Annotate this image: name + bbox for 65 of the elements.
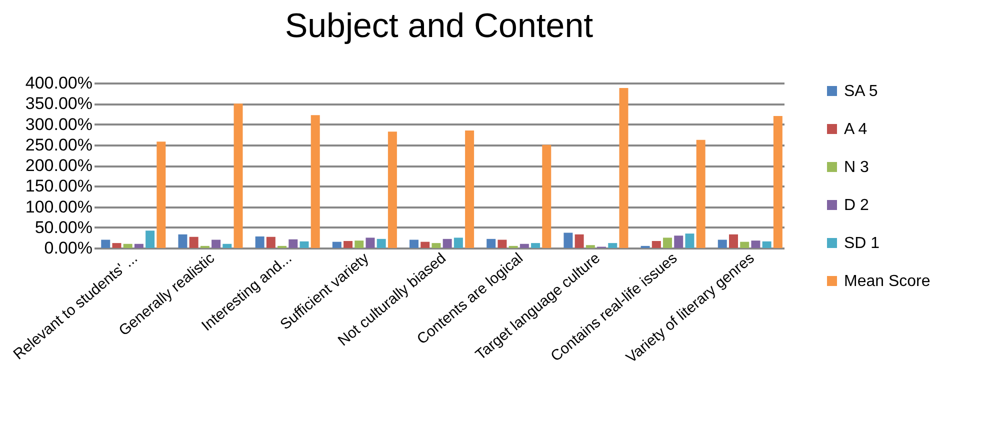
bar (332, 242, 342, 248)
bar (266, 236, 276, 248)
legend-label: Mean Score (844, 273, 930, 290)
bar (685, 234, 694, 248)
bar (101, 240, 110, 248)
bar (498, 240, 507, 248)
bar (762, 241, 772, 248)
bar (652, 240, 661, 248)
bar (442, 238, 452, 248)
legend-label: A 4 (844, 121, 868, 138)
y-tick-label: 50.00% (34, 218, 92, 237)
bar (718, 240, 727, 248)
bar (531, 243, 540, 248)
bar (663, 238, 672, 248)
bar (586, 245, 595, 248)
bar (454, 238, 463, 248)
y-tick-label: 150.00% (25, 176, 92, 196)
bar (674, 236, 684, 248)
bar (234, 104, 243, 248)
bar (486, 238, 496, 248)
bar (564, 232, 573, 248)
bar (465, 130, 474, 248)
bar (146, 230, 155, 248)
bar (574, 234, 584, 248)
bar (410, 240, 419, 248)
legend-label: SD 1 (844, 235, 880, 252)
bar (255, 236, 264, 248)
bar (178, 234, 188, 248)
bar (300, 241, 309, 248)
y-tick-label: 300.00% (25, 114, 92, 134)
y-tick-label: 400.00% (25, 74, 92, 92)
bar (123, 244, 132, 248)
y-tick-label: 0.00% (44, 238, 92, 258)
legend-label: N 3 (844, 159, 869, 176)
bar (354, 240, 364, 248)
y-tick-label: 250.00% (25, 135, 92, 154)
bar (222, 244, 232, 248)
bar (542, 144, 552, 248)
bar (432, 243, 441, 248)
bar (740, 242, 750, 248)
bar (729, 234, 738, 248)
bar (696, 140, 706, 248)
bar (619, 88, 628, 248)
bar (156, 142, 166, 248)
bar (288, 239, 298, 248)
y-tick-label: 200.00% (25, 156, 92, 175)
bar (420, 242, 430, 248)
legend-label: SA 5 (844, 83, 878, 100)
legend-label: D 2 (844, 197, 869, 214)
y-tick-label: 100.00% (25, 197, 92, 216)
bar (310, 115, 320, 248)
bar (608, 243, 618, 248)
bar (520, 244, 529, 248)
bar (212, 240, 221, 248)
bar (344, 240, 353, 248)
bar (112, 243, 122, 248)
chart-title: Subject and Content (284, 7, 594, 45)
bar (366, 238, 375, 248)
bar (189, 236, 198, 248)
bar (773, 116, 782, 248)
y-tick-label: 350.00% (25, 94, 92, 114)
bar (751, 240, 760, 248)
bar (388, 132, 397, 248)
bar (376, 238, 386, 248)
bar (134, 244, 144, 248)
